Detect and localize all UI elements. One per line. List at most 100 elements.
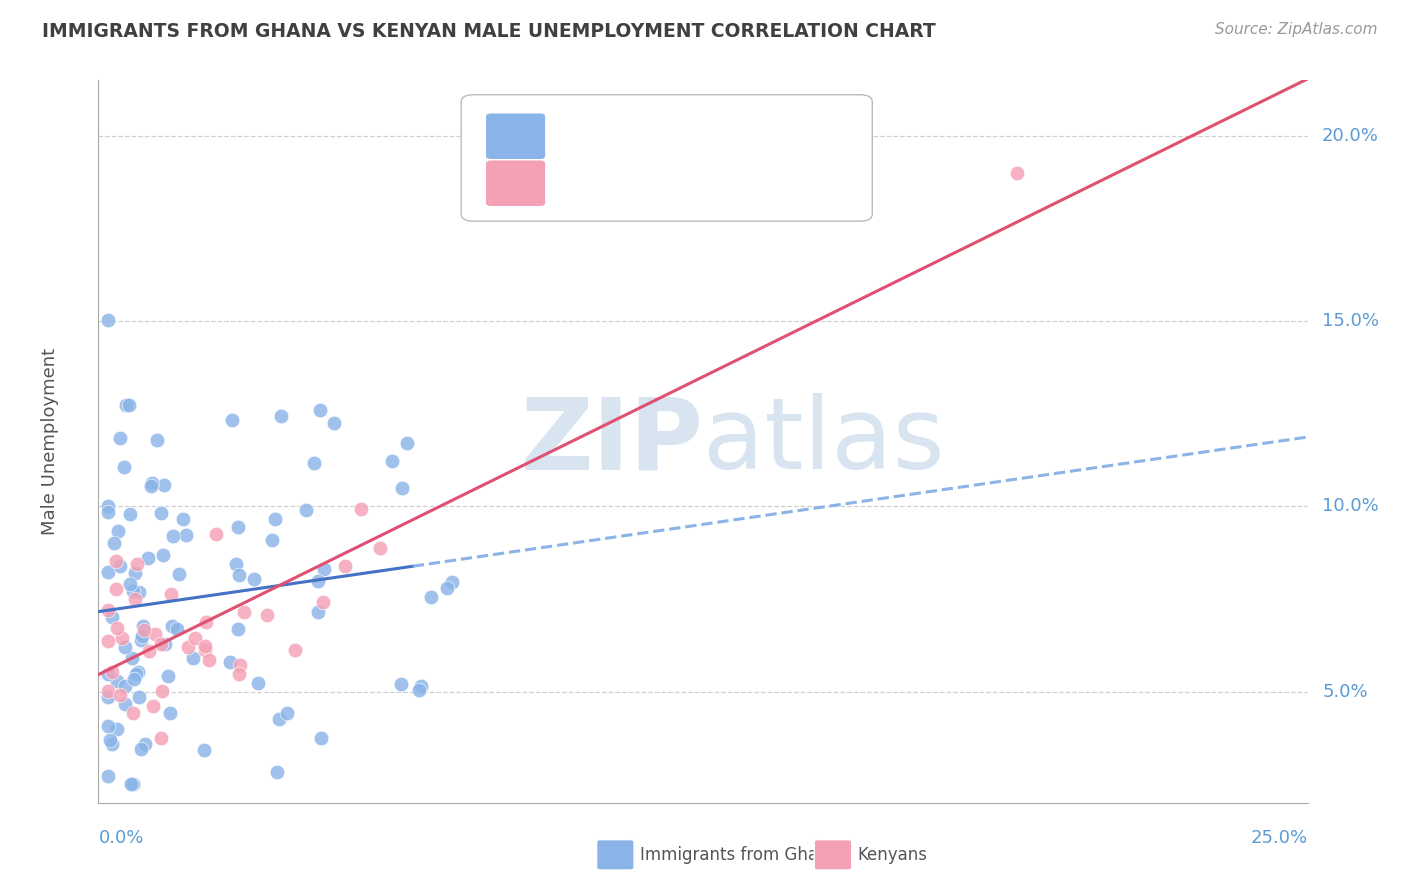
Point	[150, 683, 173, 698]
Point	[174, 528, 197, 542]
Point	[149, 637, 172, 651]
Point	[276, 706, 298, 720]
Point	[194, 643, 217, 657]
Point	[153, 477, 176, 491]
Point	[127, 557, 149, 571]
FancyBboxPatch shape	[485, 112, 546, 160]
Point	[107, 524, 129, 538]
Point	[159, 706, 181, 721]
Point	[304, 456, 326, 470]
FancyBboxPatch shape	[485, 160, 546, 207]
Point	[149, 506, 172, 520]
Point	[314, 561, 336, 575]
Point	[100, 665, 122, 679]
Point	[262, 533, 284, 547]
Point	[128, 585, 150, 599]
Point	[110, 631, 132, 645]
Point	[194, 615, 217, 629]
Point	[142, 698, 165, 713]
Point	[103, 536, 125, 550]
Point	[97, 683, 120, 698]
Point	[256, 608, 278, 623]
Point	[97, 634, 120, 648]
Point	[124, 591, 146, 606]
Point	[350, 502, 373, 516]
Point	[229, 657, 252, 672]
Point	[264, 512, 287, 526]
Point	[160, 619, 183, 633]
Point	[436, 581, 458, 595]
FancyBboxPatch shape	[814, 839, 852, 870]
Point	[172, 512, 194, 526]
Text: 10.0%: 10.0%	[1322, 498, 1379, 516]
Point	[97, 719, 120, 733]
Text: 0.0%: 0.0%	[98, 829, 143, 847]
Point	[120, 777, 142, 791]
Text: R = 0.065   N = 89: R = 0.065 N = 89	[564, 128, 734, 145]
Point	[97, 666, 120, 681]
Point	[160, 586, 183, 600]
Point	[440, 574, 463, 589]
Point	[307, 606, 329, 620]
Point	[100, 610, 122, 624]
Point	[267, 712, 290, 726]
Point	[156, 668, 179, 682]
Point	[228, 667, 250, 681]
Point	[131, 629, 153, 643]
Point	[121, 706, 143, 720]
Point	[105, 621, 128, 635]
Point	[226, 520, 249, 534]
Point	[122, 777, 145, 791]
Point	[221, 413, 243, 427]
Text: 5.0%: 5.0%	[1322, 682, 1368, 700]
Point	[184, 631, 207, 645]
Point	[97, 505, 120, 519]
Point	[108, 431, 131, 445]
Text: R = 0.536   N = 37: R = 0.536 N = 37	[564, 175, 734, 193]
Point	[225, 557, 247, 571]
Point	[391, 481, 413, 495]
Point	[136, 551, 159, 566]
Point	[124, 566, 146, 581]
Point	[226, 622, 249, 636]
Point	[120, 507, 142, 521]
Text: ZIP: ZIP	[520, 393, 703, 490]
Point	[141, 476, 163, 491]
Point	[205, 527, 228, 541]
Point	[132, 624, 155, 638]
Point	[294, 502, 316, 516]
Point	[309, 403, 332, 417]
Point	[162, 529, 184, 543]
Point	[97, 313, 120, 327]
Text: Male Unemployment: Male Unemployment	[41, 348, 59, 535]
Point	[146, 433, 169, 447]
Point	[246, 675, 269, 690]
Point	[181, 650, 204, 665]
Point	[194, 639, 217, 653]
Point	[97, 769, 120, 783]
Point	[122, 584, 145, 599]
Point	[266, 765, 288, 780]
Point	[395, 436, 418, 450]
Point	[408, 682, 430, 697]
Point	[131, 632, 153, 647]
Point	[368, 541, 391, 555]
Point	[145, 627, 167, 641]
Point	[114, 698, 136, 712]
Point	[323, 417, 346, 431]
Point	[127, 665, 149, 680]
Point	[309, 731, 332, 745]
Point	[128, 690, 150, 704]
Point	[121, 651, 143, 665]
Point	[152, 548, 174, 562]
Point	[167, 567, 190, 582]
FancyBboxPatch shape	[596, 839, 634, 870]
Point	[105, 554, 128, 568]
Point	[233, 606, 256, 620]
Point	[381, 454, 404, 468]
Point	[153, 637, 176, 651]
Point	[333, 558, 356, 573]
Point	[139, 478, 162, 492]
Point	[101, 737, 124, 751]
Point	[104, 582, 127, 596]
